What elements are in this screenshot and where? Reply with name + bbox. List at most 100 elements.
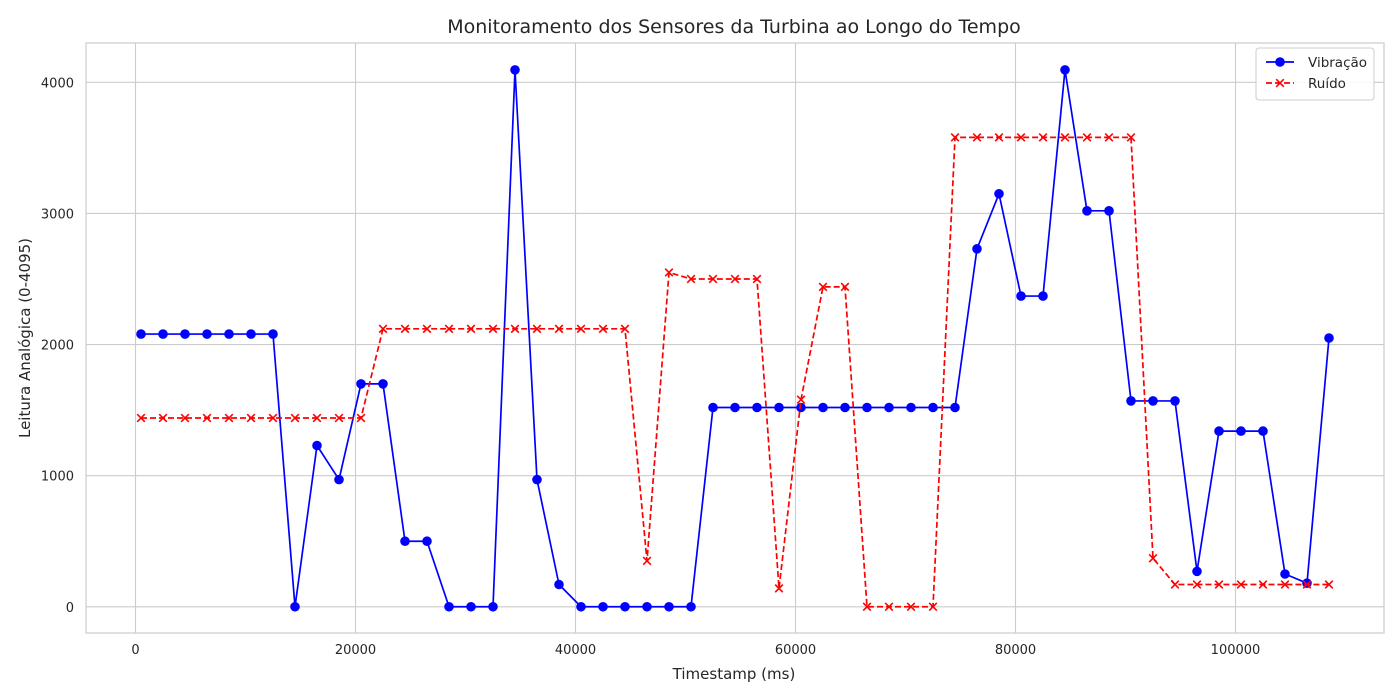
x-tick-label: 80000: [995, 643, 1036, 658]
legend-entry: Ruído: [1266, 76, 1346, 92]
y-tick-label: 3000: [41, 207, 74, 222]
data-point: [356, 379, 366, 389]
data-point: [1038, 291, 1048, 301]
data-point: [1060, 65, 1070, 75]
data-point: [620, 601, 630, 612]
data-point: [642, 601, 652, 612]
data-point: [1280, 569, 1290, 579]
data-point: [1280, 580, 1290, 589]
data-point: [136, 413, 146, 423]
data-point: [532, 324, 542, 334]
data-point: [752, 274, 762, 284]
data-point: [928, 402, 938, 413]
data-point: [598, 324, 608, 334]
data-point: [620, 324, 630, 334]
data-point: [378, 324, 388, 334]
data-point: [1170, 396, 1180, 406]
data-point: [268, 329, 278, 339]
data-point: [290, 601, 300, 612]
data-point: [224, 413, 234, 423]
data-point: [400, 536, 410, 547]
data-point: [158, 413, 168, 423]
y-tick-label: 2000: [41, 339, 74, 354]
data-point: [510, 65, 520, 75]
data-point: [1258, 426, 1268, 436]
series-1: [136, 65, 1334, 612]
data-point: [1192, 580, 1202, 589]
y-tick-label: 4000: [41, 76, 74, 91]
data-point: [1192, 566, 1202, 577]
data-point: [422, 536, 432, 547]
data-point: [818, 402, 828, 413]
data-point: [928, 602, 938, 612]
data-point: [268, 413, 278, 423]
data-point: [884, 402, 894, 413]
data-point: [950, 402, 960, 413]
data-point: [1302, 578, 1312, 588]
data-point: [1258, 580, 1268, 589]
y-tick-labels: 0 1000 2000 3000 4000: [41, 76, 74, 615]
data-point: [1302, 580, 1312, 589]
data-point: [466, 601, 476, 612]
data-point: [1324, 580, 1334, 589]
data-point: [334, 413, 344, 423]
data-point: [334, 474, 344, 485]
data-point: [774, 584, 784, 593]
legend-circle-marker: [1275, 57, 1285, 67]
data-point: [752, 402, 762, 413]
data-point: [796, 395, 806, 404]
data-point: [202, 413, 212, 423]
data-point: [972, 244, 982, 254]
data-point: [950, 133, 960, 142]
data-point: [1148, 396, 1158, 406]
data-point: [840, 402, 850, 413]
data-point: [1038, 133, 1048, 142]
data-point: [906, 602, 916, 612]
data-point: [972, 133, 982, 142]
legend: Vibração Ruído: [1255, 47, 1375, 101]
y-axis-label: Leitura Analógica (0-4095): [16, 238, 34, 438]
legend-label: Ruído: [1308, 76, 1346, 92]
x-tick-label: 0: [131, 643, 139, 658]
series-2: [136, 133, 1334, 612]
data-point: [1236, 580, 1246, 589]
data-point: [202, 329, 212, 339]
x-tick-labels: 0 20000 40000 60000 80000 100000: [131, 643, 1260, 658]
data-point: [1060, 133, 1070, 142]
data-point: [488, 601, 498, 612]
data-point: [1126, 396, 1136, 406]
data-point: [686, 601, 696, 612]
data-point: [1016, 291, 1026, 301]
y-tick-label: 0: [66, 601, 74, 616]
data-point: [708, 402, 718, 413]
data-point: [158, 329, 168, 339]
data-point: [1104, 206, 1114, 216]
data-point: [664, 268, 674, 277]
data-point: [1016, 133, 1026, 142]
series-layer: [136, 65, 1334, 612]
series-line: [141, 136, 1329, 608]
data-point: [510, 324, 520, 334]
data-point: [994, 188, 1004, 199]
data-point: [774, 402, 784, 413]
data-point: [224, 329, 234, 339]
legend-x-marker: [1275, 78, 1285, 88]
legend-box: [1255, 47, 1375, 101]
data-point: [862, 402, 872, 413]
data-point: [444, 601, 454, 612]
x-tick-label: 40000: [555, 643, 596, 658]
data-point: [884, 602, 894, 612]
x-tick-label: 20000: [335, 643, 376, 658]
legend-label: Vibração: [1308, 55, 1367, 71]
data-point: [312, 440, 322, 451]
data-point: [422, 324, 432, 334]
data-point: [554, 324, 564, 334]
data-point: [532, 474, 542, 485]
data-point: [708, 274, 718, 284]
data-point: [136, 329, 146, 339]
data-point: [312, 413, 322, 423]
data-point: [444, 324, 454, 334]
data-point: [862, 602, 872, 612]
data-point: [840, 282, 850, 292]
